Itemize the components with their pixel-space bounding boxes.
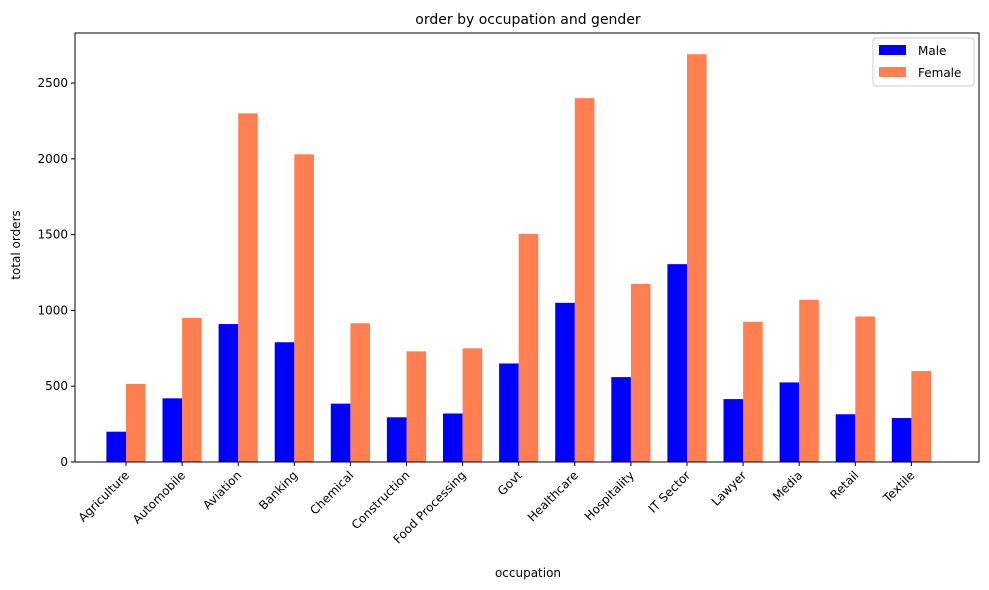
axes-frame: [74, 32, 980, 463]
bar-male-retail: [835, 414, 856, 462]
y-axis-label: total orders: [9, 210, 23, 280]
bar-female-aviation: [238, 113, 258, 462]
bar-female-chemical: [350, 323, 370, 462]
bar-female-banking: [294, 154, 314, 462]
bar-female-lawyer: [743, 321, 763, 462]
bar-male-textile: [891, 418, 912, 462]
x-tick-label: Banking: [256, 468, 300, 512]
x-tick-label: Automobile: [130, 468, 188, 526]
bar-male-agriculture: [106, 431, 126, 462]
bar-male-it-sector: [667, 264, 687, 462]
bar-male-media: [779, 382, 800, 462]
legend: Male Female: [872, 37, 975, 87]
legend-label-male: Male: [918, 44, 946, 58]
bar-female-construction: [406, 351, 427, 462]
bar-female-retail: [855, 316, 875, 462]
bar-female-govt: [518, 233, 539, 462]
y-tick-label: 500: [45, 379, 68, 393]
bar-female-food-processing: [462, 348, 483, 462]
bar-female-textile: [911, 371, 931, 462]
bar-male-healthcare: [555, 302, 575, 462]
bar-female-it-sector: [687, 54, 707, 462]
chart-title: order by occupation and gender: [415, 12, 641, 28]
x-tick-label: Agriculture: [76, 468, 133, 525]
y-tick-label: 2500: [37, 76, 68, 90]
x-tick-label: Healthcare: [525, 468, 581, 524]
bar-female-agriculture: [126, 383, 146, 462]
bar-female-automobile: [182, 317, 202, 462]
x-tick-label: Aviation: [200, 468, 244, 512]
bar-male-aviation: [218, 324, 239, 462]
y-tick-label: 1000: [37, 303, 68, 317]
x-tick-label: Media: [770, 468, 805, 503]
bar-male-lawyer: [723, 399, 744, 462]
legend-swatch-male: [879, 45, 906, 55]
y-tick-label: 2000: [37, 152, 68, 166]
bar-male-chemical: [330, 403, 351, 462]
legend-label-female: Female: [918, 66, 961, 80]
x-tick-label: Textile: [880, 468, 918, 506]
y-tick-label: 0: [60, 455, 68, 469]
plot-area: 0 500 1000 1500 2000 2500 AgricultureAutomobil…: [37, 32, 980, 546]
bar-female-media: [799, 299, 819, 462]
y-tick-label: 1500: [37, 228, 68, 242]
x-tick-label: Chemical: [307, 468, 356, 517]
bar-male-construction: [386, 417, 407, 462]
x-tick-label: Hospitality: [582, 468, 637, 523]
x-tick-label: IT Sector: [646, 468, 694, 516]
bar-female-hospitality: [630, 283, 651, 462]
x-tick-label: Govt: [495, 468, 525, 498]
x-tick-label: Construction: [349, 468, 413, 532]
bar-male-govt: [499, 363, 519, 462]
x-tick-label: Retail: [828, 468, 862, 502]
bar-male-banking: [274, 342, 295, 462]
bar-male-hospitality: [611, 377, 631, 462]
x-tick-label: Lawyer: [709, 468, 750, 509]
x-axis-label: occupation: [495, 566, 561, 580]
legend-swatch-female: [879, 67, 906, 77]
bar-female-healthcare: [574, 98, 595, 462]
bar-male-food-processing: [443, 413, 463, 462]
bar-male-automobile: [162, 398, 183, 462]
